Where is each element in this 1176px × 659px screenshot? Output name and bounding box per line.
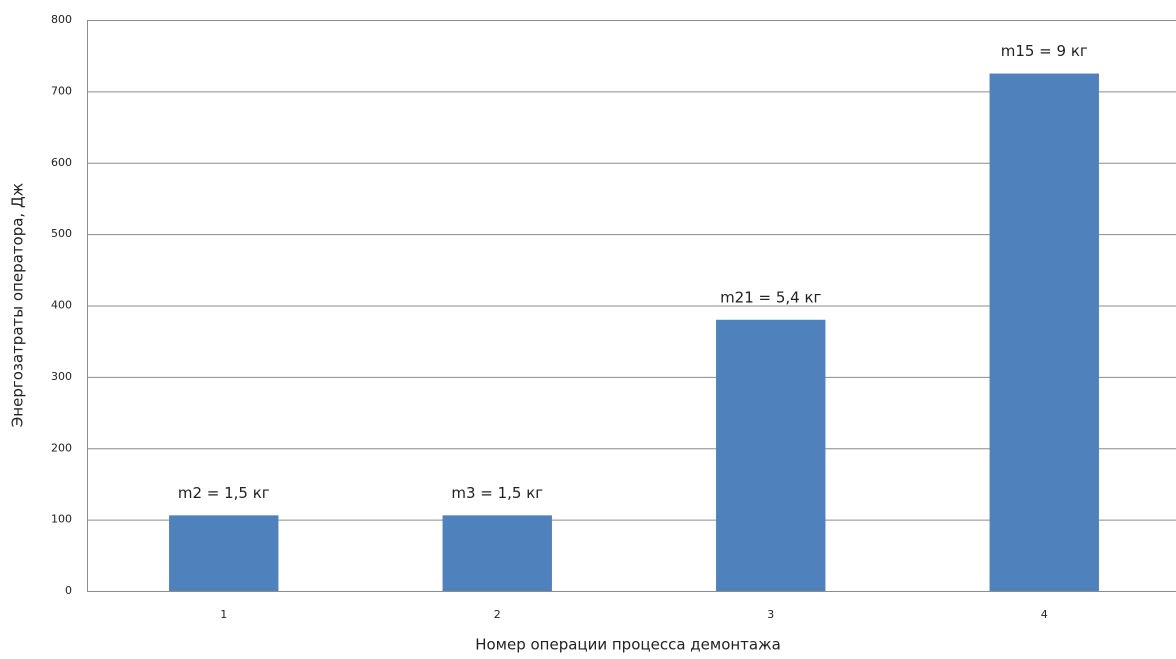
annotation: m15 = 9 кг [1001, 42, 1088, 60]
y-tick-label: 600 [51, 156, 72, 169]
x-tick-label: 4 [1041, 608, 1048, 621]
bar [442, 515, 552, 591]
bar [716, 319, 826, 591]
bar [989, 73, 1099, 591]
annotation: m21 = 5,4 кг [720, 288, 821, 306]
y-tick-label: 700 [51, 84, 72, 97]
x-tick-label: 2 [494, 608, 501, 621]
y-tick-label: 200 [51, 441, 72, 454]
y-tick-label: 100 [51, 513, 72, 526]
x-axis-title: Номер операции процесса демонтажа [475, 636, 781, 654]
bar [169, 515, 279, 591]
y-tick-label: 800 [51, 13, 72, 26]
y-tick-label: 0 [65, 584, 72, 597]
annotation: m2 = 1,5 кг [178, 484, 270, 502]
y-tick-label: 500 [51, 227, 72, 240]
x-tick-label: 1 [220, 608, 227, 621]
y-tick-label: 400 [51, 299, 72, 312]
x-tick-label: 3 [767, 608, 774, 621]
y-axis-title: Энергозатраты оператора, Дж [9, 183, 27, 427]
y-tick-label: 300 [51, 370, 72, 383]
annotation: m3 = 1,5 кг [451, 484, 543, 502]
